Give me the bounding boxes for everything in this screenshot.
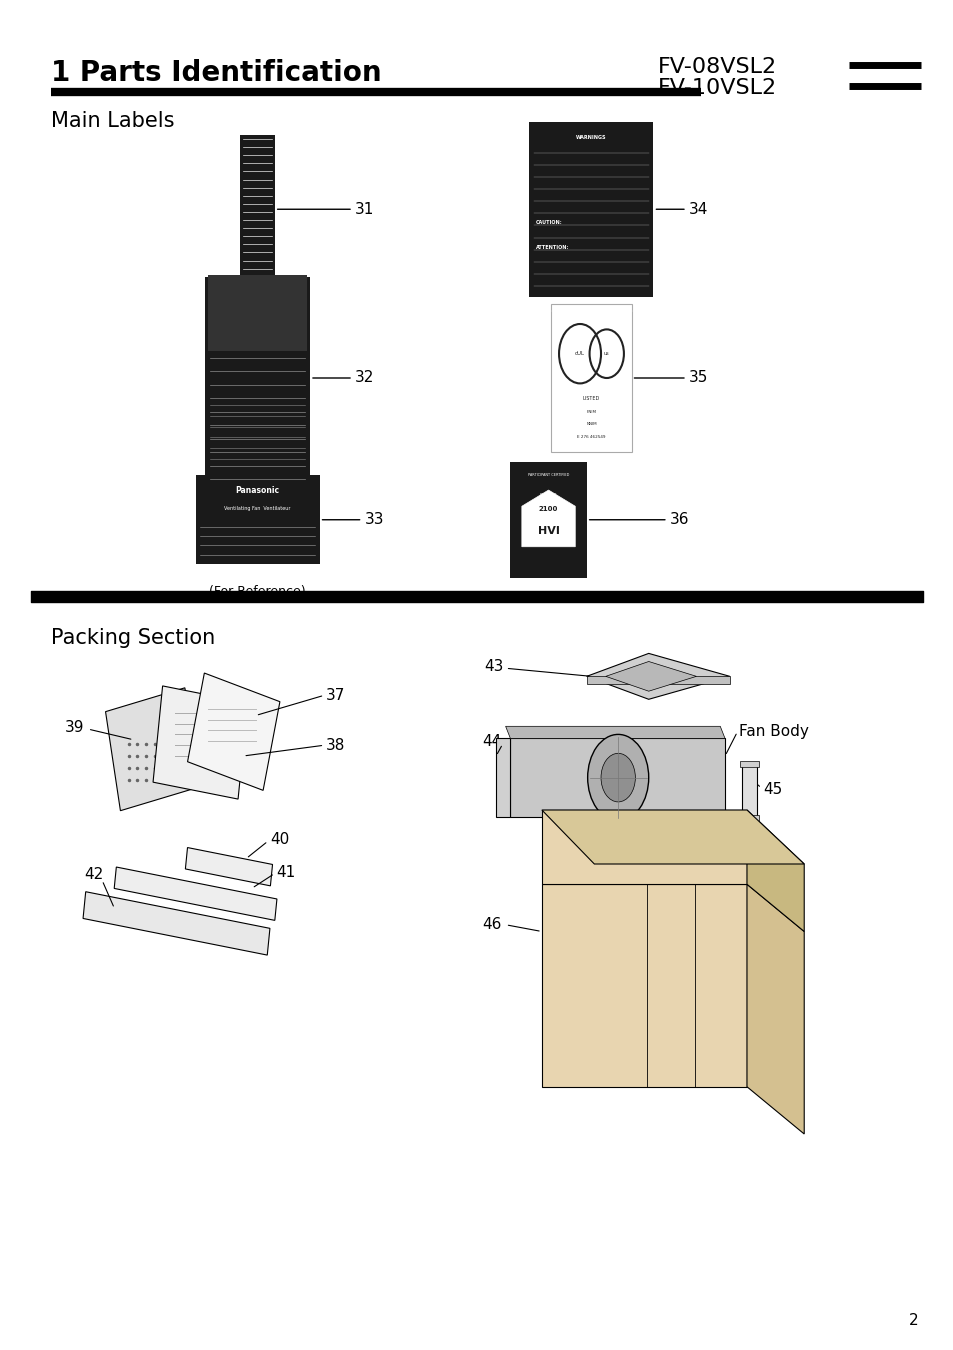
Text: Packing Section: Packing Section <box>51 628 214 648</box>
Text: WARNINGS: WARNINGS <box>576 135 606 140</box>
Text: NNIM: NNIM <box>585 423 597 425</box>
Bar <box>240 135 274 284</box>
Polygon shape <box>605 662 696 691</box>
Bar <box>740 761 759 767</box>
Polygon shape <box>521 490 575 547</box>
Text: 31: 31 <box>355 201 374 217</box>
Polygon shape <box>541 884 746 1087</box>
Text: 2: 2 <box>908 1312 918 1328</box>
Text: FV-08VSL2: FV-08VSL2 <box>658 57 777 77</box>
Polygon shape <box>746 884 803 1134</box>
Polygon shape <box>496 738 510 817</box>
Polygon shape <box>741 763 756 824</box>
Text: 33: 33 <box>364 512 383 528</box>
Bar <box>106 687 199 811</box>
Text: 35: 35 <box>688 370 707 386</box>
Polygon shape <box>541 810 803 864</box>
Text: 41: 41 <box>276 864 295 880</box>
Text: 42: 42 <box>84 867 103 883</box>
Text: inch  mm: inch mm <box>244 127 271 132</box>
Polygon shape <box>746 810 803 932</box>
Text: 32: 32 <box>355 370 374 386</box>
Text: 1 Parts Identification: 1 Parts Identification <box>51 59 381 88</box>
Bar <box>208 275 307 351</box>
Bar <box>185 848 273 886</box>
Text: ATTENTION:: ATTENTION: <box>536 244 569 250</box>
Text: FNIM: FNIM <box>586 410 596 413</box>
Text: 43: 43 <box>484 659 503 675</box>
Text: 46: 46 <box>481 917 500 933</box>
Bar <box>529 122 653 297</box>
Polygon shape <box>505 726 724 738</box>
Text: Main Labels: Main Labels <box>51 111 173 131</box>
Text: 44: 44 <box>481 733 500 749</box>
Text: LISTED: LISTED <box>582 396 599 401</box>
Text: Home Ventilating Institute: Home Ventilating Institute <box>524 578 572 582</box>
Circle shape <box>600 753 635 802</box>
Text: E 276 462549: E 276 462549 <box>577 436 605 439</box>
Bar <box>205 277 310 479</box>
Text: FV-10VSL2: FV-10VSL2 <box>658 78 777 99</box>
Bar <box>152 686 248 799</box>
Bar <box>188 674 279 790</box>
Text: Ventilating Fan  Ventilateur: Ventilating Fan Ventilateur <box>224 506 291 512</box>
Polygon shape <box>586 676 729 684</box>
Text: 37: 37 <box>326 687 345 703</box>
Text: 38: 38 <box>326 737 345 753</box>
Text: 45: 45 <box>762 782 781 798</box>
Text: 40: 40 <box>270 832 289 848</box>
Text: 34: 34 <box>688 201 707 217</box>
Bar <box>510 462 586 578</box>
Polygon shape <box>541 810 746 884</box>
Text: Panasonic: Panasonic <box>235 486 279 495</box>
Text: Fan Body: Fan Body <box>739 724 808 740</box>
Circle shape <box>587 734 648 821</box>
Text: cUL: cUL <box>575 351 584 356</box>
Text: 2100: 2100 <box>538 506 558 512</box>
Bar <box>83 892 270 954</box>
Text: PARTICIPANT CERTIFIED: PARTICIPANT CERTIFIED <box>527 472 569 477</box>
Text: HVI: HVI <box>537 526 558 536</box>
Polygon shape <box>586 653 729 699</box>
Bar <box>740 815 759 821</box>
Text: (For Reference): (For Reference) <box>209 585 306 598</box>
Text: CAUTION:: CAUTION: <box>536 220 562 225</box>
Text: 39: 39 <box>65 720 84 736</box>
Bar <box>114 867 276 921</box>
Text: us: us <box>603 351 609 356</box>
Bar <box>195 475 319 564</box>
Text: PRODUCT: PRODUCT <box>539 493 557 497</box>
Polygon shape <box>510 738 724 817</box>
Bar <box>551 304 631 452</box>
Text: 36: 36 <box>669 512 688 528</box>
